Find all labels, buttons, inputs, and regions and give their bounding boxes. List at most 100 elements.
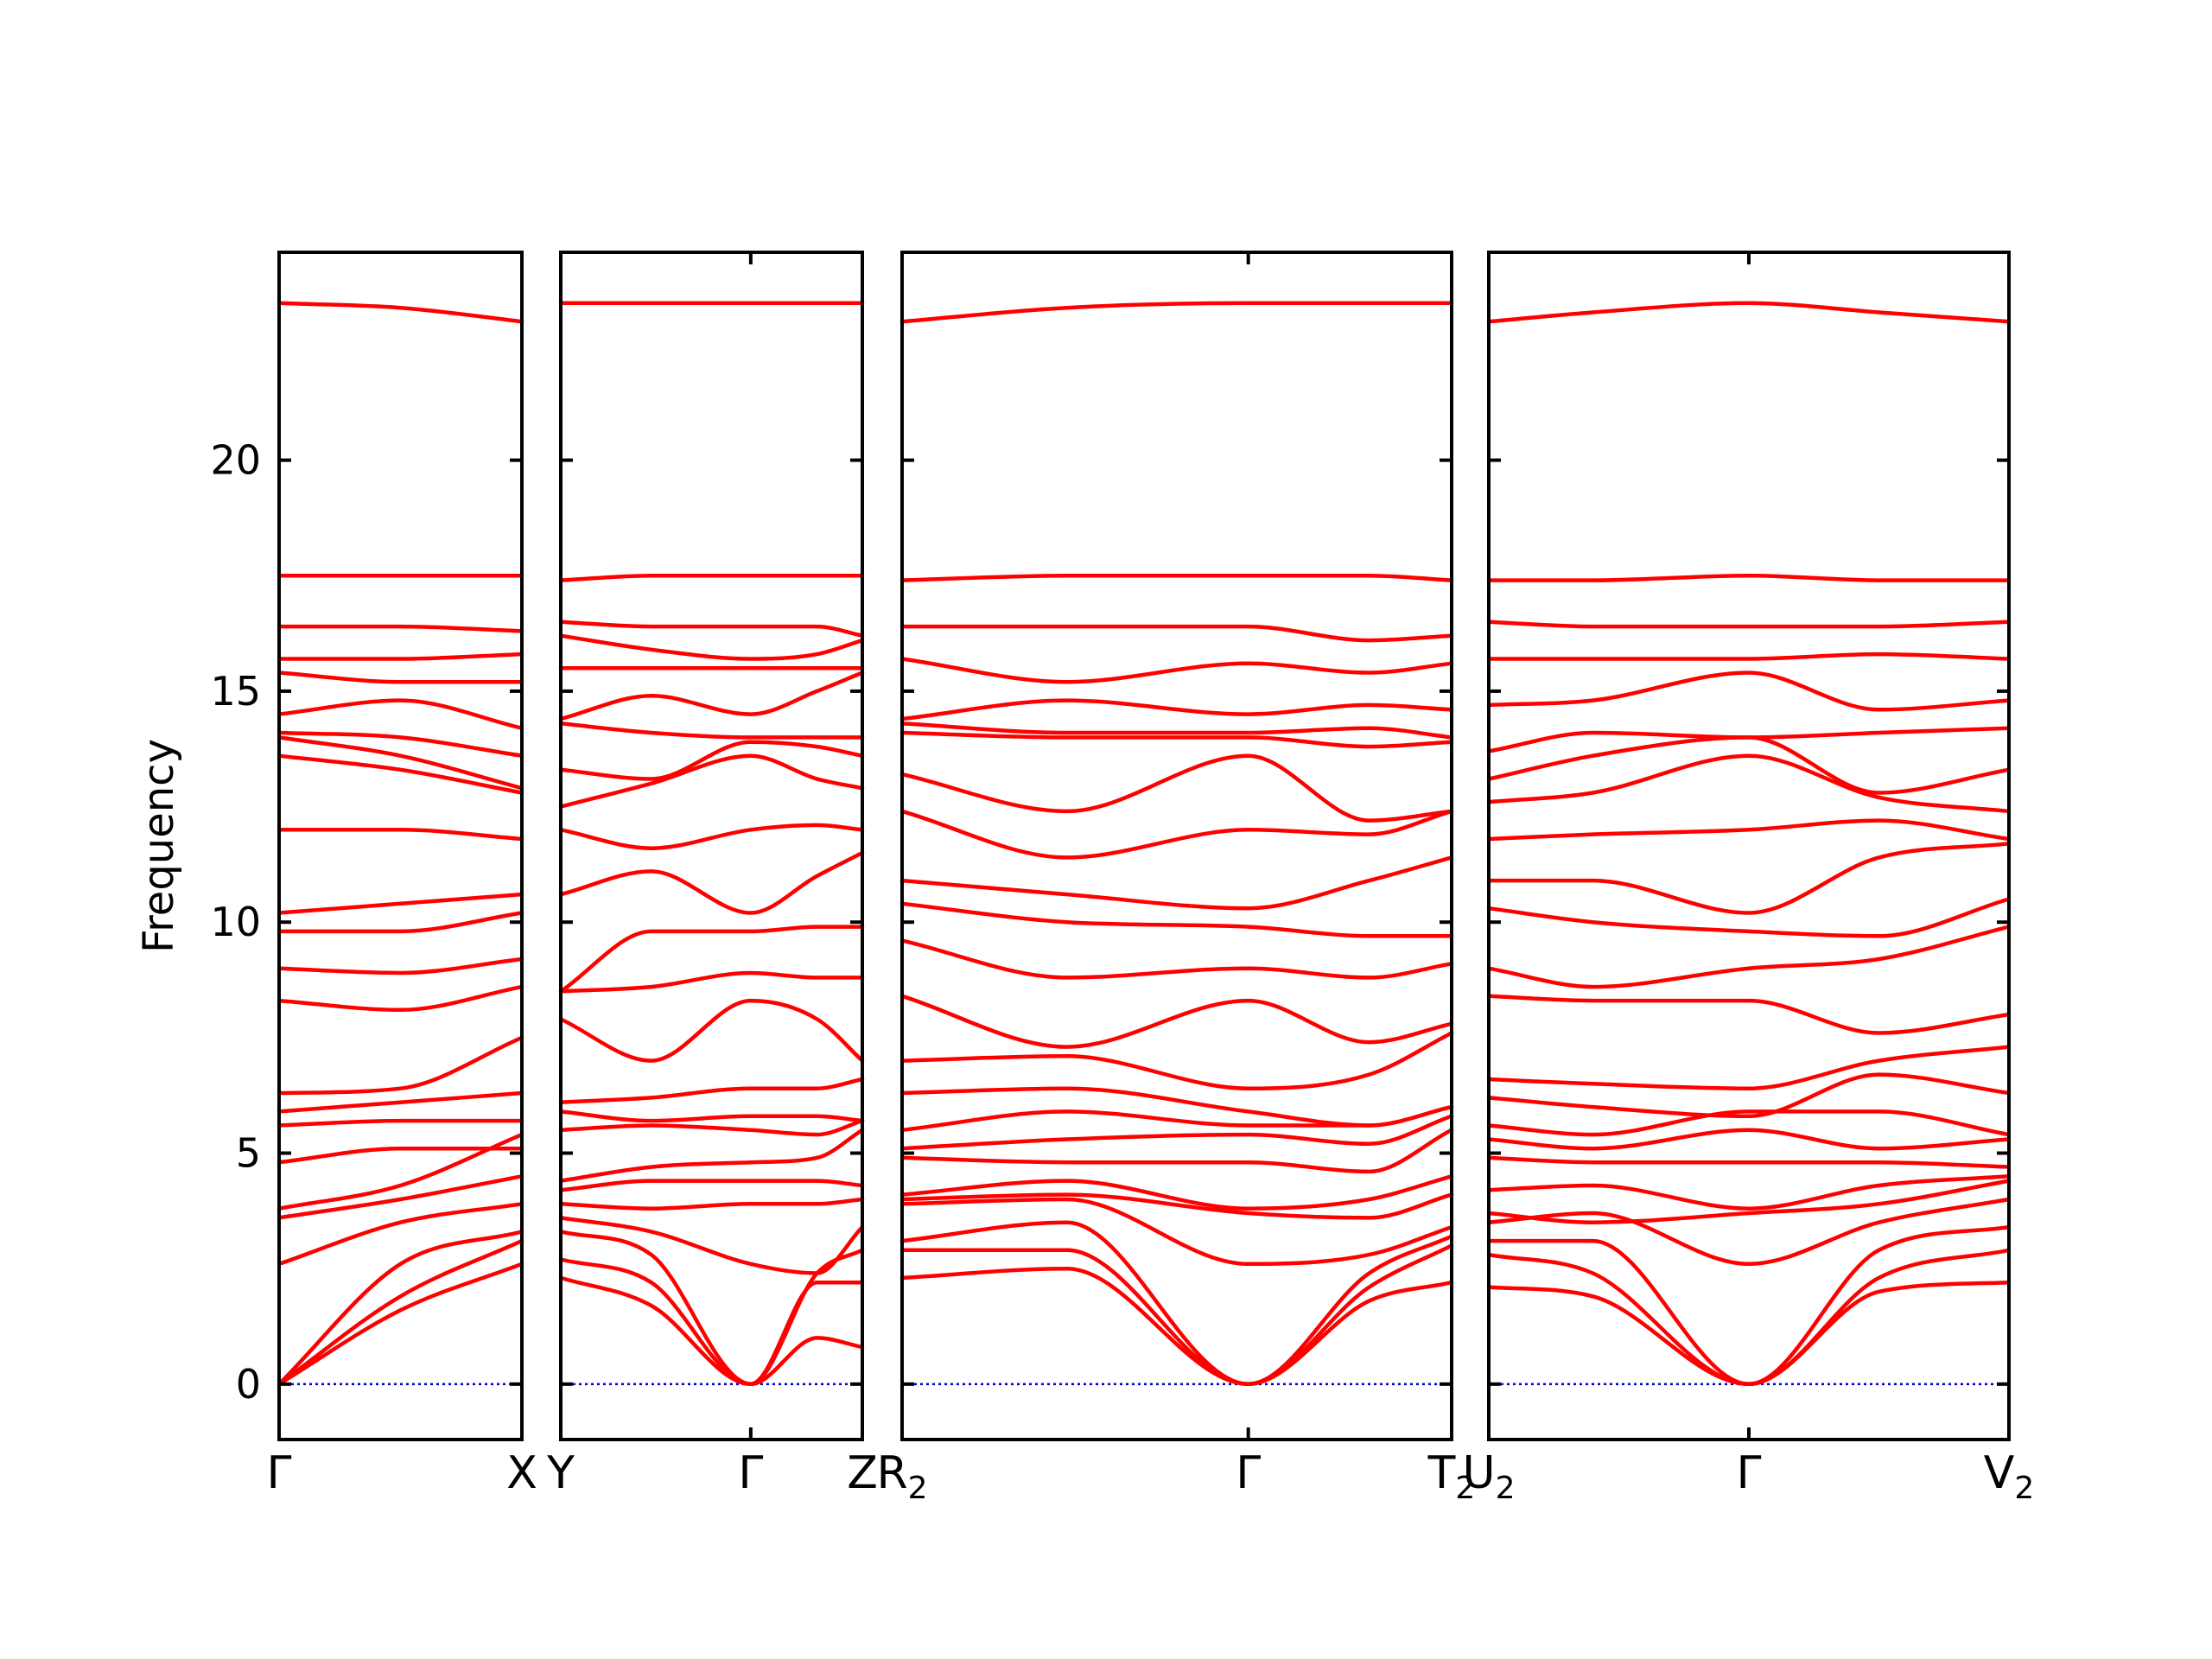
panel-3: R2 Γ T2 (876, 251, 1475, 1506)
band-17 (558, 740, 865, 781)
panel-frame (559, 251, 864, 1441)
band-23 (1486, 573, 2012, 582)
band-1 (558, 1275, 865, 1387)
band-19 (899, 721, 1454, 740)
band-4 (1486, 1197, 2012, 1267)
k-point-label: Γ (1236, 1447, 1261, 1499)
band-10 (899, 1086, 1454, 1128)
band-21 (899, 657, 1454, 684)
band-12 (276, 957, 524, 976)
band-18 (276, 730, 524, 758)
band-5 (899, 1192, 1454, 1220)
band-17 (276, 735, 524, 791)
band-23 (899, 573, 1454, 582)
band-22 (899, 624, 1454, 643)
band-1 (1486, 1280, 2012, 1387)
panel-frame (277, 251, 524, 1441)
band-9 (558, 1109, 865, 1123)
band-10 (276, 1035, 524, 1096)
band-8 (558, 1118, 865, 1137)
panel-4: U2 Γ V2 (1463, 251, 2034, 1506)
y-axis-label: Frequency (135, 739, 183, 953)
band-23 (558, 573, 865, 582)
band-20 (899, 698, 1454, 721)
y-tick-label: 0 (236, 1361, 261, 1408)
band-22 (276, 624, 524, 633)
band-20 (276, 671, 524, 684)
band-12 (558, 970, 865, 994)
band-16 (558, 753, 865, 809)
panel-frame (900, 251, 1453, 1441)
y-tick-label: 10 (210, 899, 261, 945)
band-9 (276, 1090, 524, 1114)
band-19 (558, 671, 865, 721)
band-20 (1486, 671, 2012, 712)
k-point-label: Γ (267, 1447, 292, 1499)
band-7 (558, 1128, 865, 1183)
band-2 (899, 1243, 1454, 1387)
band-11 (899, 1031, 1454, 1090)
band-8 (899, 1114, 1454, 1151)
band-22 (558, 620, 865, 638)
k-point-label: Y (546, 1447, 575, 1499)
band-15 (899, 855, 1454, 911)
band-7 (1486, 1155, 2012, 1169)
band-2 (558, 1257, 865, 1387)
band-1 (276, 1262, 524, 1387)
band-4 (276, 1202, 524, 1267)
band-5 (558, 1197, 865, 1211)
band-14 (899, 901, 1454, 938)
band-24 (1486, 301, 2012, 324)
band-5 (276, 1174, 524, 1220)
band-11 (276, 984, 524, 1013)
band-4 (899, 1197, 1454, 1267)
band-8 (1486, 1128, 2012, 1151)
band-10 (558, 1077, 865, 1104)
band-15 (558, 823, 865, 850)
band-17 (899, 753, 1454, 823)
band-4 (558, 1216, 865, 1275)
band-14 (558, 850, 865, 915)
band-3 (1486, 1224, 2012, 1387)
band-21 (276, 652, 524, 661)
band-14 (276, 892, 524, 915)
band-6 (558, 1179, 865, 1192)
k-point-label: Γ (1737, 1447, 1762, 1499)
y-tick-label: 20 (210, 437, 261, 484)
band-13 (1486, 925, 2012, 989)
k-point-label: X (506, 1447, 537, 1499)
band-12 (899, 994, 1454, 1049)
band-24 (276, 301, 524, 324)
band-7 (899, 1128, 1454, 1174)
band-11 (1486, 1045, 2012, 1090)
band-3 (899, 1220, 1454, 1387)
band-15 (276, 828, 524, 842)
band-18 (1486, 735, 2012, 795)
band-13 (558, 925, 865, 994)
y-tick-label: 15 (210, 668, 261, 715)
band-12 (1486, 994, 2012, 1035)
band-19 (276, 698, 524, 730)
band-24 (899, 301, 1454, 324)
k-point-label: U2 (1463, 1447, 1516, 1506)
band-19 (1486, 726, 2012, 753)
band-6 (1486, 1174, 2012, 1211)
band-3 (276, 1230, 524, 1387)
band-21 (558, 633, 865, 661)
band-17 (1486, 753, 2012, 814)
band-21 (1486, 652, 2012, 661)
band-18 (558, 721, 865, 740)
band-16 (276, 753, 524, 795)
y-tick-label: 5 (236, 1130, 261, 1177)
k-point-label: Z (847, 1447, 878, 1499)
band-10 (1486, 1072, 2012, 1119)
k-point-label: R2 (876, 1447, 927, 1506)
band-7 (276, 1146, 524, 1165)
band-16 (1486, 818, 2012, 842)
band-22 (1486, 620, 2012, 629)
band-15 (1486, 842, 2012, 915)
